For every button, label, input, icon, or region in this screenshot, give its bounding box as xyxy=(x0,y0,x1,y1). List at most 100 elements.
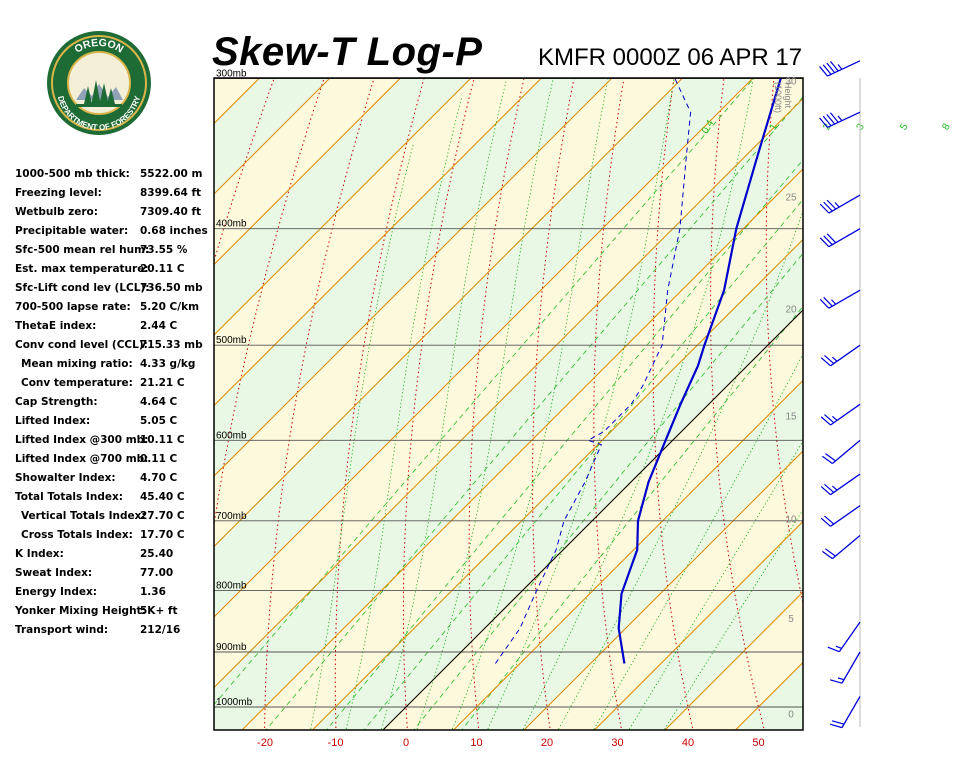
stat-value: 736.50 mb xyxy=(140,282,203,294)
wind-barb-staff xyxy=(830,505,861,527)
isobar-label: 400mb xyxy=(216,219,247,230)
wind-barb xyxy=(819,289,861,309)
wind-barb xyxy=(819,111,861,129)
x-tick-label: -20 xyxy=(257,737,273,749)
wind-barb-feather xyxy=(826,199,837,210)
stat-row: Sfc-Lift cond lev (LCL): 736.50 mb xyxy=(15,282,215,301)
wind-barb-staff xyxy=(841,651,861,684)
wind-barb-feather xyxy=(819,203,830,214)
stat-row: Sfc-500 mean rel hum: 73.55 % xyxy=(15,244,215,263)
wind-barb-feather xyxy=(822,115,832,127)
temperature-band xyxy=(214,98,803,730)
wind-barb-feather xyxy=(822,64,832,75)
stat-row: Est. max temperature: 20.11 C xyxy=(15,263,215,282)
stat-value: 1.36 xyxy=(140,586,166,598)
stat-value: 10.11 C xyxy=(140,434,185,446)
stat-label: ThetaE index: xyxy=(15,320,97,332)
x-tick-label: 50 xyxy=(752,737,764,749)
wind-barb-feather xyxy=(823,201,833,212)
stat-row: Conv temperature: 21.21 C xyxy=(15,377,215,396)
isobar-label: 500mb xyxy=(216,335,247,346)
x-tick-label: 10 xyxy=(470,737,482,749)
moist-adiabat-line xyxy=(592,352,803,730)
mixing-ratio-line xyxy=(265,96,803,730)
wind-barb-feather xyxy=(829,679,843,684)
x-tick-label: 30 xyxy=(611,737,623,749)
isotherm-line xyxy=(214,78,684,548)
stat-value: 27.70 C xyxy=(140,510,185,522)
height-tick-label: 20 xyxy=(785,304,797,315)
stat-value: 25.40 xyxy=(140,548,174,560)
stat-row: Showalter Index: 4.70 C xyxy=(15,472,215,491)
stat-value: 77.00 xyxy=(140,567,174,579)
mixing-ratio-label: 5 xyxy=(898,122,911,133)
wind-barb-feather xyxy=(822,455,833,464)
stat-label: 1000-500 mb thick: xyxy=(15,168,130,180)
mixing-ratio-line xyxy=(326,159,803,730)
stat-row: Sweat Index: 77.00 xyxy=(15,567,215,586)
wind-barb-feather xyxy=(825,453,836,462)
isotherm-line xyxy=(804,0,960,732)
wind-barb-half-feather xyxy=(832,415,838,421)
wind-barb-half-feather xyxy=(832,485,838,491)
wind-barb-feather xyxy=(824,414,835,424)
moist-adiabat-line xyxy=(345,95,463,730)
dry-adiabat-line xyxy=(765,78,803,606)
stat-value: 73.55 % xyxy=(140,244,188,256)
moist-adiabat-line xyxy=(663,509,803,730)
wind-barb-feather xyxy=(824,483,835,493)
wind-barb-feather xyxy=(825,548,836,557)
wind-barb xyxy=(819,194,861,214)
stat-value: 4.33 g/kg xyxy=(140,358,196,370)
dry-adiabat-line xyxy=(820,0,935,733)
wind-barb-feather xyxy=(822,550,833,560)
mixing-ratio-label: 1 xyxy=(768,121,781,132)
wind-barb xyxy=(822,439,861,464)
stat-label: K Index: xyxy=(15,548,64,560)
wind-barb-feather xyxy=(831,720,845,725)
wind-barb-staff xyxy=(828,289,861,309)
stat-value: 7309.40 ft xyxy=(140,206,202,218)
plot-border xyxy=(213,77,804,731)
wind-barb-feather xyxy=(826,233,837,244)
stat-label: Precipitable water: xyxy=(15,225,129,237)
height-tick-label: 0 xyxy=(788,710,794,721)
height-tick-label: 15 xyxy=(785,411,797,422)
stat-label: Lifted Index @700 mb: xyxy=(15,453,149,465)
stat-value: 4.70 C xyxy=(140,472,178,484)
wind-barb xyxy=(820,403,861,426)
stat-value: 715.33 mb xyxy=(140,339,203,351)
isotherm-line xyxy=(214,78,754,618)
dewpoint-profile-line xyxy=(494,78,692,664)
dry-adiabat-line xyxy=(531,78,575,730)
stat-row: Energy Index: 1.36 xyxy=(15,586,215,605)
x-tick-label: -10 xyxy=(328,737,344,749)
wind-barb xyxy=(829,651,861,684)
stability-indices-panel: 1000-500 mb thick: 5522.00 m Freezing leve… xyxy=(15,168,215,643)
freezing-isotherm xyxy=(382,309,803,730)
mixing-ratio-line xyxy=(363,199,803,730)
isotherm-line xyxy=(523,450,803,730)
height-axis-label: Height xyxy=(783,82,793,109)
dry-adiabat-line xyxy=(873,0,960,733)
stat-row: Total Totals Index: 45.40 C xyxy=(15,491,215,510)
stat-label: Mean mixing ratio: xyxy=(21,358,133,370)
wind-barb-staff xyxy=(827,60,861,77)
wind-barb-feather xyxy=(819,66,828,77)
wind-barb-feather xyxy=(819,298,830,309)
isotherm-line xyxy=(214,78,543,407)
stat-value: 5.05 C xyxy=(140,415,178,427)
stat-row: ThetaE index: 2.44 C xyxy=(15,320,215,339)
stat-row: Vertical Totals Index: 27.70 C xyxy=(15,510,215,529)
stat-label: Est. max temperature: xyxy=(15,263,149,275)
stat-label: Sfc-Lift cond lev (LCL): xyxy=(15,282,150,294)
wind-barb-staff xyxy=(832,535,861,560)
wind-barb xyxy=(819,228,861,248)
height-axis-units: (1000ft) xyxy=(773,82,783,113)
stat-label: Freezing level: xyxy=(15,187,102,199)
stat-row: Yonker Mixing Height: 5K+ ft xyxy=(15,605,215,624)
moist-adiabat-line xyxy=(487,78,675,730)
stat-label: Showalter Index: xyxy=(15,472,116,484)
wind-barb-feather xyxy=(826,62,836,74)
station-time-label: KMFR 0000Z 06 APR 17 xyxy=(538,44,803,71)
